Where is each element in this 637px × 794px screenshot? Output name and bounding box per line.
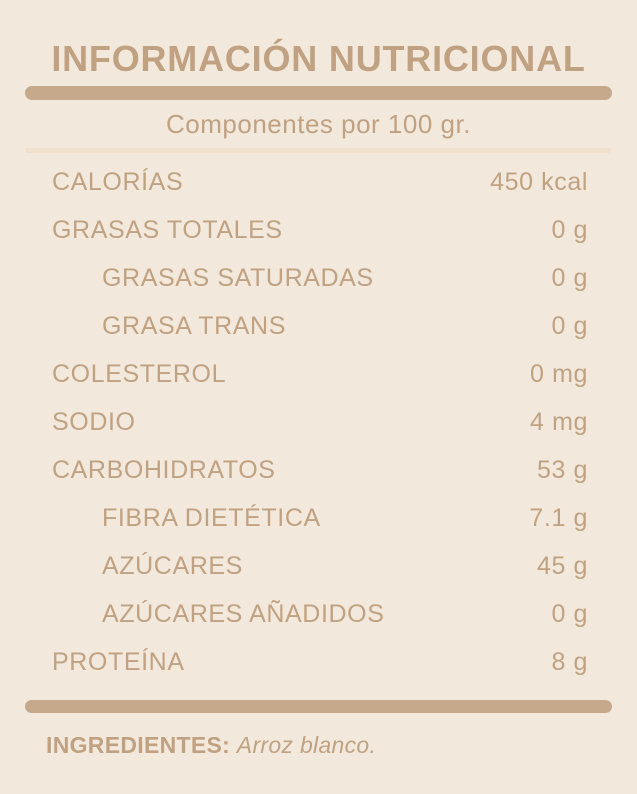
table-row: CARBOHIDRATOS 53 g: [0, 446, 637, 494]
nutrient-name: CALORÍAS: [52, 167, 184, 196]
nutrient-name: COLESTEROL: [52, 359, 227, 388]
nutrient-value: 4 mg: [530, 407, 588, 436]
nutrient-value: 0 g: [551, 311, 588, 340]
table-row: GRASAS TOTALES 0 g: [0, 206, 637, 254]
nutrient-name: PROTEÍNA: [52, 647, 185, 676]
ingredients-label: INGREDIENTES:: [46, 732, 231, 758]
bottom-divider-bar: [25, 700, 612, 713]
nutrient-value: 45 g: [536, 551, 588, 580]
table-row: AZÚCARES AÑADIDOS 0 g: [0, 590, 637, 638]
nutrient-value: 0 g: [551, 215, 588, 244]
nutrient-name: AZÚCARES AÑADIDOS: [102, 599, 385, 628]
nutrient-name: SODIO: [52, 407, 136, 436]
nutrient-value: 450 kcal: [490, 167, 588, 196]
nutrient-value: 0 g: [551, 599, 588, 628]
ingredients-value: Arroz blanco.: [236, 732, 377, 758]
nutrient-name: AZÚCARES: [102, 551, 243, 580]
nutrient-value: 53 g: [536, 455, 588, 484]
nutrient-name: GRASA TRANS: [102, 311, 286, 340]
nutrient-value: 0 g: [551, 263, 588, 292]
nutrient-name: CARBOHIDRATOS: [52, 455, 276, 484]
nutrient-name: GRASAS SATURADAS: [102, 263, 374, 292]
table-row: AZÚCARES 45 g: [0, 542, 637, 590]
nutrient-name: FIBRA DIETÉTICA: [102, 503, 321, 532]
table-row: PROTEÍNA 8 g: [0, 638, 637, 686]
table-row: GRASA TRANS 0 g: [0, 302, 637, 350]
page-title: INFORMACIÓN NUTRICIONAL: [51, 38, 586, 79]
nutrient-value: 8 g: [551, 647, 588, 676]
nutrient-name: GRASAS TOTALES: [52, 215, 283, 244]
table-row: CALORÍAS 450 kcal: [0, 158, 637, 206]
nutrient-value: 0 mg: [530, 359, 588, 388]
nutrient-value: 7.1 g: [529, 503, 588, 532]
section-divider: [25, 148, 611, 153]
serving-info: Componentes por 100 gr.: [166, 109, 471, 139]
table-row: FIBRA DIETÉTICA 7.1 g: [0, 494, 637, 542]
nutrient-table: CALORÍAS 450 kcal GRASAS TOTALES 0 g GRA…: [0, 158, 637, 686]
top-divider-bar: [25, 86, 612, 100]
table-row: GRASAS SATURADAS 0 g: [0, 254, 637, 302]
table-row: SODIO 4 mg: [0, 398, 637, 446]
table-row: COLESTEROL 0 mg: [0, 350, 637, 398]
ingredients-line: INGREDIENTES: Arroz blanco.: [46, 730, 607, 760]
